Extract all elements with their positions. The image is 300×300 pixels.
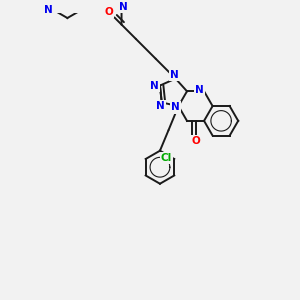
Text: N: N <box>171 103 180 112</box>
Text: O: O <box>104 7 113 17</box>
Text: N: N <box>170 70 178 80</box>
Text: N: N <box>156 101 165 111</box>
Text: O: O <box>191 136 200 146</box>
Text: N: N <box>119 2 128 12</box>
Text: N: N <box>150 80 159 91</box>
Text: N: N <box>195 85 204 95</box>
Text: Cl: Cl <box>161 153 172 163</box>
Text: N: N <box>44 5 52 15</box>
